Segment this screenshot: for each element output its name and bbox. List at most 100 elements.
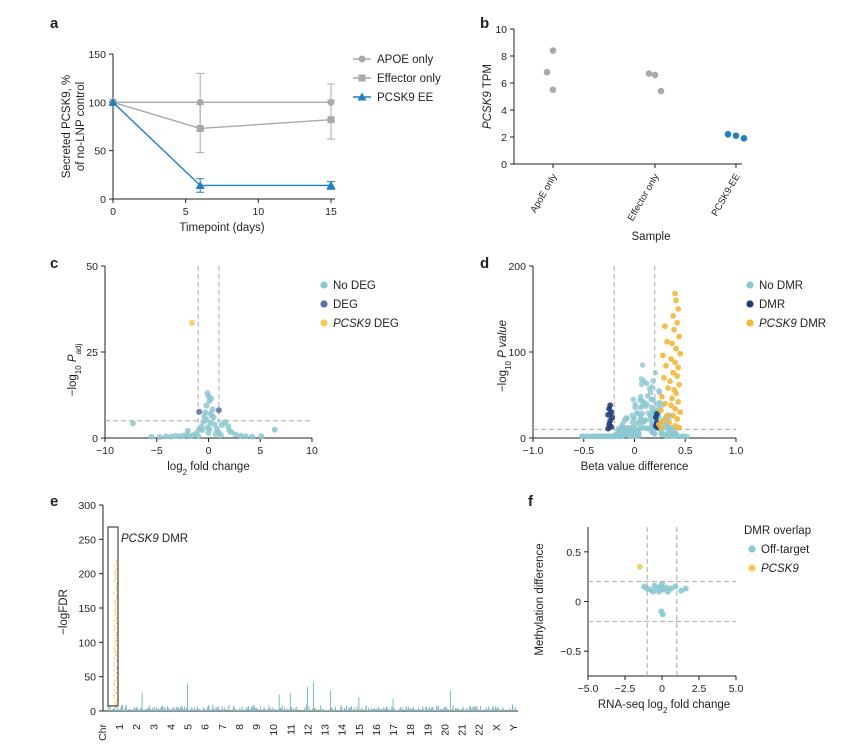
- manhattan-point: [115, 560, 118, 562]
- manhattan-point: [116, 567, 118, 570]
- panel-d-volcano-plot: 0 100 200 −1.0 −0.5 0 0.5 1.0 Beta value differe…: [497, 261, 826, 473]
- manhattan-point: [114, 649, 117, 652]
- manhattan-point: [113, 656, 116, 659]
- x-tick-label: −5.0: [578, 683, 599, 695]
- data-point: [639, 410, 645, 417]
- data-point: [647, 416, 654, 423]
- data-point: [108, 97, 118, 106]
- manhattan-point: [115, 617, 118, 620]
- data-point: [666, 419, 672, 426]
- data-point: [211, 421, 218, 428]
- data-point: [669, 395, 675, 402]
- data-point: [203, 416, 210, 423]
- x-tick-label: X: [491, 724, 503, 731]
- x-tick-label-0: ApoE only: [528, 172, 559, 215]
- data-point: [650, 428, 657, 435]
- y-axis-title: Methylation difference: [534, 543, 546, 655]
- data-point: [673, 345, 680, 352]
- data-point: [148, 433, 155, 440]
- x-tick-label: 10: [268, 724, 280, 736]
- y-tick-label: 200: [508, 261, 526, 273]
- x-tick-label: 4: [165, 724, 177, 730]
- data-point: [636, 563, 643, 570]
- data-point: [664, 412, 670, 419]
- x-tick-label: 10: [252, 206, 264, 218]
- manhattan-point: [113, 565, 116, 567]
- y-tick-label: 0: [575, 597, 581, 609]
- data-point: [156, 433, 163, 440]
- data-point: [237, 432, 244, 439]
- x-tick-label: 5: [183, 206, 189, 218]
- manhattan-point: [115, 587, 118, 590]
- data-point: [203, 402, 210, 409]
- manhattan-point: [114, 602, 116, 605]
- manhattan-point: [115, 589, 118, 592]
- x-axis-title: Timepoint (days): [179, 222, 264, 234]
- y-axis-title: −log10 P value: [497, 320, 513, 392]
- legend-marker: [358, 74, 366, 82]
- manhattan-point: [114, 619, 116, 622]
- y-tick-label: 0: [90, 706, 96, 718]
- data-point: [664, 588, 671, 595]
- x-tick-label: 17: [388, 724, 400, 736]
- manhattan-point: [113, 689, 116, 692]
- manhattan-point: [113, 696, 116, 699]
- x-tick-label: 2: [131, 724, 143, 730]
- y-tick-label: 0: [520, 433, 526, 445]
- data-point: [242, 433, 249, 440]
- data-point: [163, 433, 170, 440]
- manhattan-point: [113, 614, 116, 617]
- data-point: [648, 389, 654, 396]
- manhattan-point: [115, 632, 118, 634]
- legend-marker: [357, 92, 367, 101]
- x-tick-label: 21: [457, 724, 469, 736]
- legend-marker: [748, 564, 756, 572]
- manhattan-point: [114, 570, 117, 572]
- y-tick-label: 150: [88, 49, 106, 61]
- manhattan-point: [113, 624, 116, 627]
- data-point: [652, 369, 659, 376]
- x-tick-label: 20: [439, 724, 451, 736]
- manhattan-point: [114, 627, 117, 629]
- data-point: [603, 433, 609, 440]
- y-tick-label: 6: [501, 78, 507, 90]
- manhattan-point: [114, 599, 117, 602]
- manhattan-point: [114, 642, 117, 644]
- data-point: [740, 135, 748, 142]
- data-point: [644, 585, 651, 592]
- x-tick-label: 5: [183, 724, 195, 730]
- legend-marker: [746, 281, 754, 289]
- data-point: [212, 430, 219, 437]
- data-point: [637, 393, 644, 400]
- panel-label-e: e: [50, 493, 58, 510]
- x-tick-label: 1: [114, 724, 126, 730]
- y-tick-label: 200: [78, 569, 96, 581]
- data-point: [669, 340, 675, 347]
- series-line-1: [112, 101, 332, 130]
- data-point: [659, 584, 665, 591]
- data-point: [663, 424, 670, 430]
- manhattan-point: [114, 609, 117, 612]
- manhattan-point: [115, 676, 118, 679]
- x-tick-label: −10: [96, 445, 114, 457]
- legend-label-0: No DEG: [333, 280, 376, 292]
- manhattan-point: [113, 674, 116, 677]
- data-point: [638, 381, 645, 387]
- x-tick-label: 0.5: [678, 445, 693, 457]
- manhattan-point: [115, 654, 118, 657]
- data-point: [657, 424, 664, 431]
- data-point: [206, 426, 213, 433]
- manhattan-point: [114, 706, 117, 709]
- y-tick-label: 0.5: [566, 547, 581, 559]
- x-tick-label: 2.5: [692, 683, 707, 695]
- y-tick-label: 4: [501, 105, 507, 117]
- data-point: [629, 412, 635, 419]
- y-tick-label: 0: [100, 194, 106, 206]
- y-tick-label: 50: [86, 261, 98, 273]
- data-point: [724, 131, 732, 138]
- x-tick-label: 18: [405, 724, 417, 736]
- x-tick-label: 7: [217, 724, 229, 730]
- data-point: [645, 70, 653, 77]
- data-point: [188, 319, 195, 326]
- data-point: [638, 376, 645, 382]
